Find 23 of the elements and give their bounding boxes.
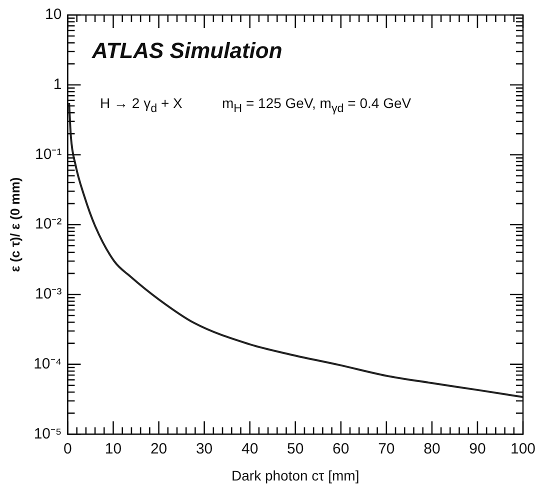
annotation: m$_{H}$ = 125 GeV, m$_{γd}$ = 0.4 GeV [222,95,412,115]
y-tick-label: 10⁻¹ [35,146,62,163]
x-tick-label: 0 [64,440,72,458]
y-axis-title: ε (c τ)/ ε (0 mm) [7,177,22,272]
x-axis-title: Dark photon cτ [mm] [232,467,360,484]
y-tick-label: 1 [53,76,62,94]
y-tick-label: 10⁻³ [35,286,62,303]
x-tick-label: 100 [510,440,536,458]
x-tick-label: 10 [104,440,122,458]
x-tick-label: 30 [196,440,213,458]
x-tick-label: 90 [469,440,486,458]
x-tick-label: 60 [332,440,350,458]
y-tick-label: 10⁻⁴ [34,355,62,372]
y-tick-label: 10⁻² [35,216,62,233]
x-tick-label: 70 [378,440,395,458]
x-tick-label: 80 [424,440,440,458]
annotation: H → 2 γ$_{d}$ + X [100,95,182,115]
y-tick-label: 10⁻⁵ [34,425,62,442]
x-tick-label: 40 [241,440,258,458]
y-tick-label: 10 [45,6,62,24]
x-tick-label: 20 [150,440,168,458]
annotation: ATLAS Simulation [92,38,282,64]
x-tick-label: 50 [287,440,304,458]
